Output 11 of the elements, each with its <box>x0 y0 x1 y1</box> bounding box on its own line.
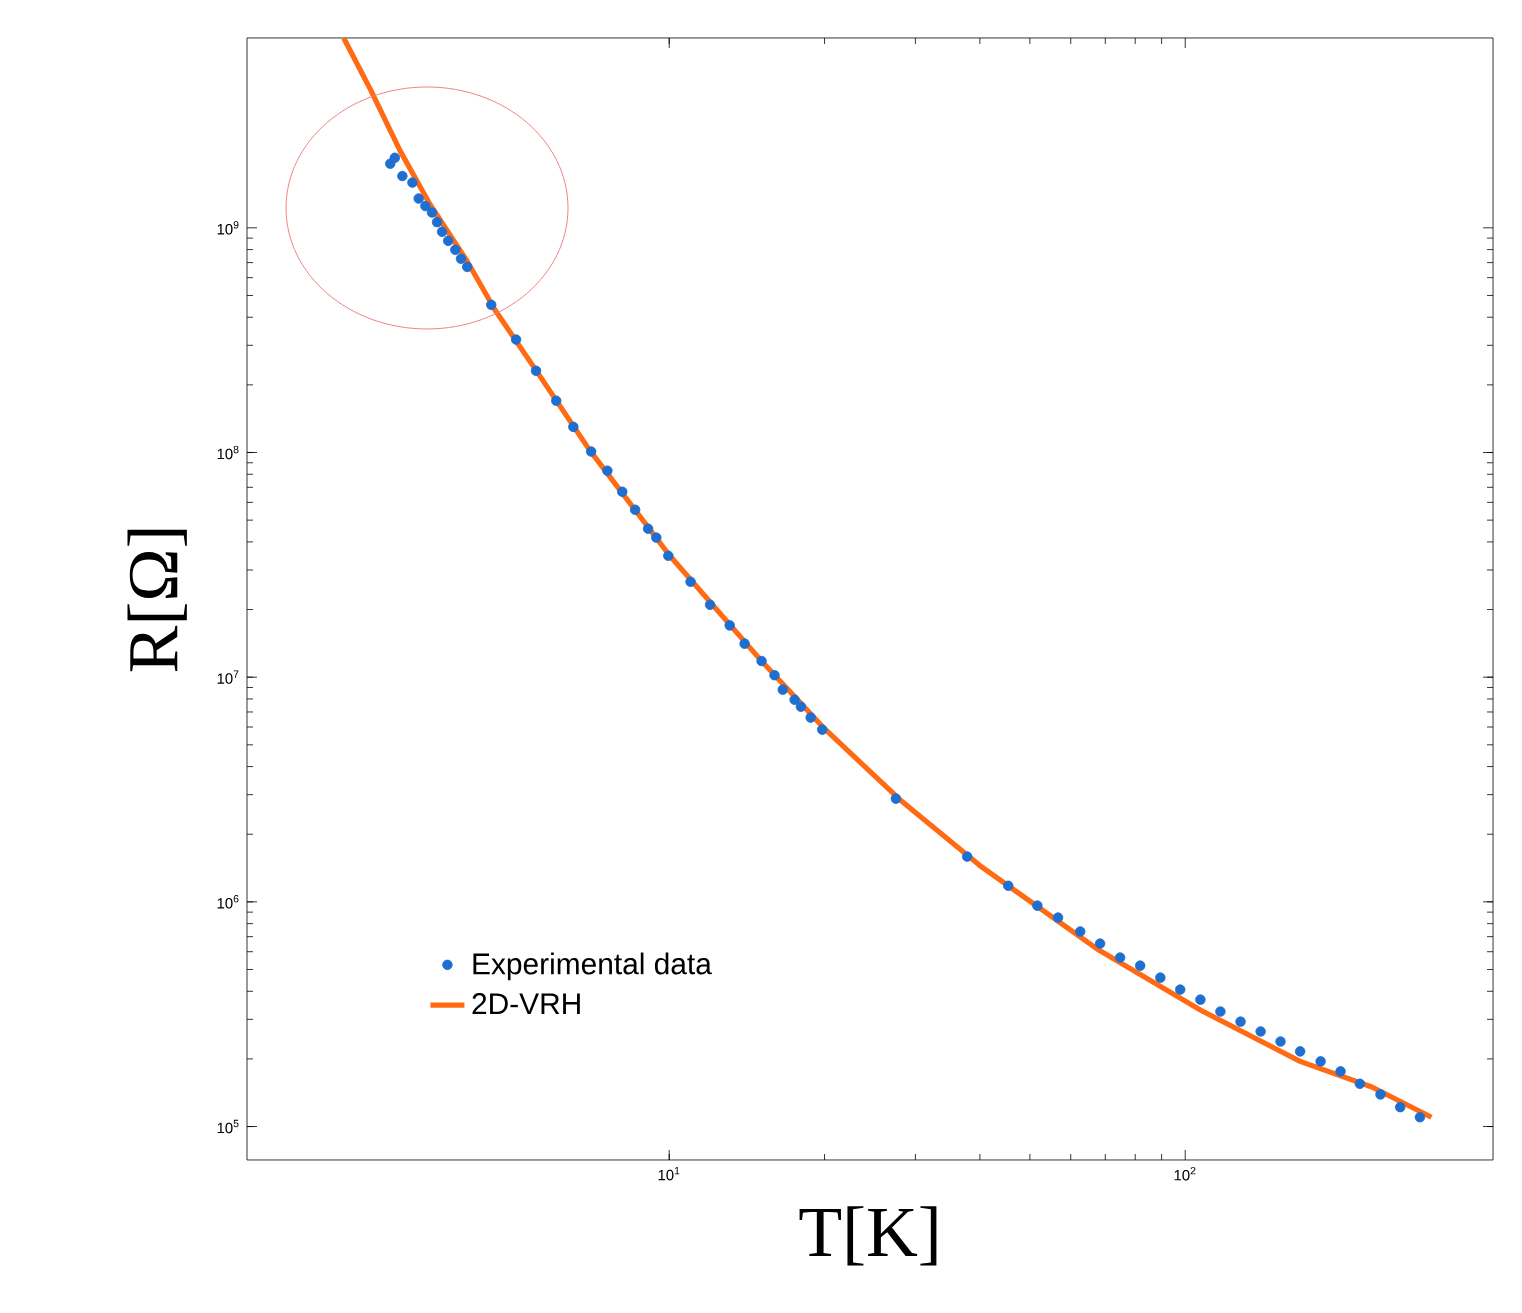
y-tick-label: 10$^{5}$ <box>217 1119 239 1134</box>
x-axis-title: T[K] <box>799 1206 937 1266</box>
y-tick-label: 10$^{8}$ <box>217 445 239 460</box>
x-tick-label: 10$^{2}$ <box>1174 1167 1196 1181</box>
y-tick-label: 10$^{9}$ <box>217 221 239 235</box>
y-axis-title: R[Ω] <box>127 529 187 672</box>
y-tick-label: 10$^{7}$ <box>217 670 239 684</box>
x-tick-label: 10$^{1}$ <box>658 1167 680 1181</box>
legend-label: 2D-VRH <box>472 993 580 1014</box>
y-tick-label: 10$^{6}$ <box>217 895 239 909</box>
legend-label: Experimental data <box>473 952 712 981</box>
